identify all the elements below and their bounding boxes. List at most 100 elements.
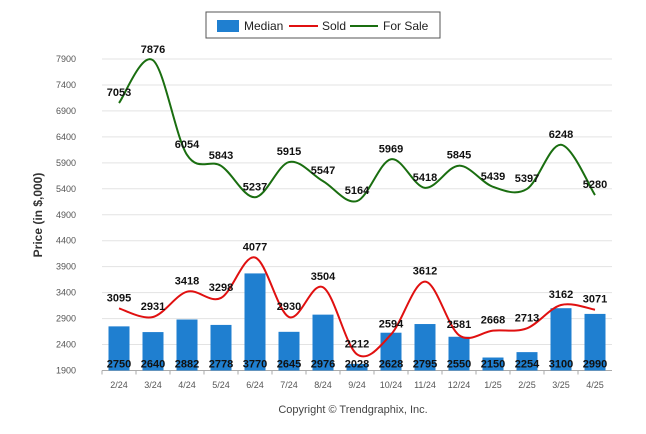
bar-value-label: 2882: [175, 359, 199, 371]
bar-value-label: 3770: [243, 359, 267, 371]
point-label-sold: 3612: [413, 266, 437, 278]
data-labels: 2750 2640 2882 2778 3770 2645 2976 2028 2628 2795…: [107, 44, 607, 370]
point-label-for-sale: 5547: [311, 165, 335, 177]
point-label-sold: 2581: [447, 319, 471, 331]
x-tick-label: 2/24: [110, 380, 128, 390]
bar-value-label: 2628: [379, 359, 403, 371]
bar-median: [176, 319, 198, 371]
bar-value-label: 2028: [345, 359, 369, 371]
median-bars: [108, 273, 606, 371]
point-label-sold: 2668: [481, 315, 505, 327]
x-tick-label: 4/25: [586, 380, 604, 390]
bar-value-label: 2254: [515, 359, 540, 371]
x-axis: 2/24 3/24 4/24 5/24 6/24 7/24 8/24 9/24 10/24 11/…: [101, 370, 604, 390]
point-label-sold: 3298: [209, 282, 233, 294]
x-tick-label: 10/24: [380, 380, 403, 390]
point-label-for-sale: 5280: [583, 179, 607, 191]
bar-value-label: 2645: [277, 359, 301, 371]
point-label-sold: 3095: [107, 292, 131, 304]
bar-value-label: 2990: [583, 359, 607, 371]
bar-median: [142, 332, 164, 371]
point-label-sold: 3504: [311, 271, 336, 283]
bar-median: [584, 313, 606, 371]
x-tick-label: 8/24: [314, 380, 332, 390]
point-label-for-sale: 5418: [413, 172, 437, 184]
bar-value-label: 2795: [413, 359, 437, 371]
y-tick-label: 2900: [56, 314, 76, 324]
y-axis-title: Price (in $,000): [31, 173, 45, 258]
y-tick-label: 5900: [56, 158, 76, 168]
point-label-sold: 3162: [549, 289, 573, 301]
point-label-for-sale: 6248: [549, 129, 573, 141]
point-label-for-sale: 5164: [345, 185, 370, 197]
point-label-sold: 4077: [243, 241, 267, 253]
point-label-sold: 2594: [379, 318, 404, 330]
bar-value-label: 2550: [447, 359, 471, 371]
bar-median: [210, 324, 232, 371]
y-tick-label: 1900: [56, 366, 76, 376]
bar-median: [346, 363, 368, 371]
y-tick-label: 3400: [56, 288, 76, 298]
point-label-for-sale: 7876: [141, 44, 165, 56]
copyright-text: Copyright © Trendgraphix, Inc.: [278, 404, 427, 416]
y-tick-label: 7400: [56, 80, 76, 90]
point-label-for-sale: 5397: [515, 173, 539, 185]
point-label-sold: 2931: [141, 301, 165, 313]
bar-median: [414, 324, 436, 371]
point-label-for-sale: 5439: [481, 171, 505, 183]
bar-median: [550, 308, 572, 371]
bar-value-label: 2750: [107, 359, 131, 371]
legend-label-for-sale: For Sale: [383, 19, 429, 33]
bar-median: [380, 332, 402, 371]
point-label-for-sale: 5915: [277, 146, 301, 158]
x-tick-label: 3/24: [144, 380, 162, 390]
y-axis: 1900 2400 2900 3400 3900 4400 4900 5400 5900 6400…: [56, 54, 76, 376]
point-label-for-sale: 5237: [243, 181, 267, 193]
x-tick-label: 2/25: [518, 380, 536, 390]
x-tick-label: 1/25: [484, 380, 502, 390]
point-label-for-sale: 5969: [379, 143, 403, 155]
x-tick-label: 9/24: [348, 380, 366, 390]
point-label-sold: 2713: [515, 312, 539, 324]
lines: [118, 58, 596, 358]
bar-value-label: 2150: [481, 359, 505, 371]
y-tick-label: 4900: [56, 210, 76, 220]
x-tick-label: 12/24: [448, 380, 471, 390]
bar-value-label: 3100: [549, 359, 573, 371]
bar-median: [278, 331, 300, 371]
point-label-for-sale: 5843: [209, 150, 233, 162]
y-tick-label: 6900: [56, 106, 76, 116]
bar-median: [448, 336, 470, 371]
bar-median: [482, 357, 504, 371]
bar-value-label: 2640: [141, 359, 165, 371]
line-sold: [118, 256, 596, 358]
bar-median: [108, 326, 130, 371]
x-tick-label: 6/24: [246, 380, 264, 390]
x-tick-label: 7/24: [280, 380, 298, 390]
legend-label-sold: Sold: [322, 19, 346, 33]
point-label-sold: 2212: [345, 338, 369, 350]
point-label-for-sale: 7053: [107, 87, 131, 99]
legend-label-median: Median: [244, 19, 283, 33]
y-tick-label: 2400: [56, 340, 76, 350]
bar-value-label: 2778: [209, 359, 233, 371]
y-tick-label: 3900: [56, 262, 76, 272]
y-tick-label: 7900: [56, 54, 76, 64]
legend-swatch-median: [217, 20, 239, 32]
y-tick-label: 5400: [56, 184, 76, 194]
y-tick-label: 6400: [56, 132, 76, 142]
point-label-for-sale: 6054: [175, 139, 200, 151]
x-tick-label: 3/25: [552, 380, 570, 390]
bar-value-label: 2976: [311, 359, 335, 371]
x-tick-label: 4/24: [178, 380, 196, 390]
bar-median: [312, 314, 334, 371]
legend-box: [205, 11, 441, 39]
point-label-sold: 2930: [277, 301, 301, 313]
point-label-for-sale: 5845: [447, 150, 471, 162]
x-tick-label: 5/24: [212, 380, 230, 390]
point-label-sold: 3071: [583, 294, 607, 306]
x-tick-label: 11/24: [414, 380, 436, 390]
y-tick-label: 4400: [56, 236, 76, 246]
point-label-sold: 3418: [175, 276, 199, 288]
